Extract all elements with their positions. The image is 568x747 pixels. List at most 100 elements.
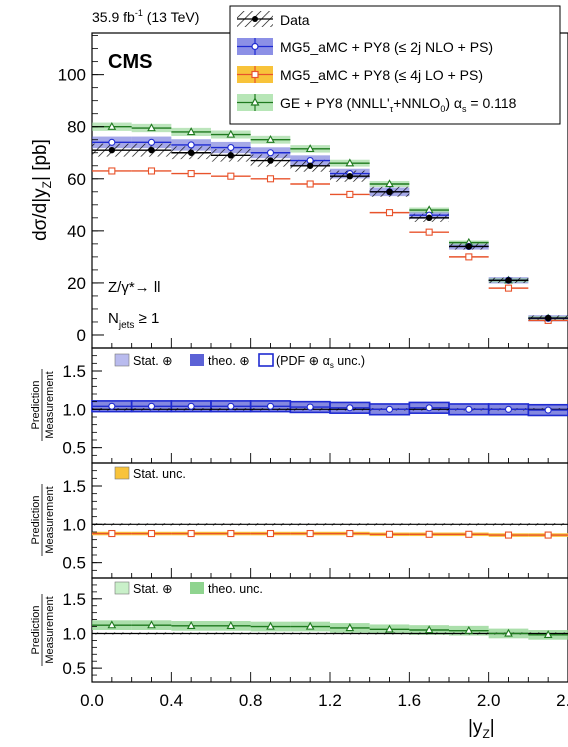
legend-entry-ge: GE + PY8 (NNLL'τ+NNLO0) αs = 0.118 [237, 94, 517, 114]
data-point [386, 188, 393, 196]
legend: Data MG5_aMC + PY8 (≤ 2j NLO + PS) MG5_a… [229, 5, 561, 125]
ratio-ge-point [504, 628, 513, 637]
lo-point [385, 209, 394, 217]
ratio-ge-theo-swatch [190, 582, 204, 594]
ratio-nlo-legend: Stat. ⊕ theo. ⊕ (PDF ⊕ αs unc.) [114, 353, 365, 370]
ratio-nlo-point [544, 406, 552, 414]
lo-point [346, 190, 354, 198]
ratio-nlo-stat-swatch [114, 353, 130, 367]
nlo-point [108, 138, 116, 146]
ratio-lo-y-numerator: Prediction [30, 496, 42, 545]
ratio-ge-point [186, 621, 196, 629]
ratio-nlo-point [108, 402, 116, 410]
ratio-nlo-point [227, 402, 235, 410]
data-point [306, 162, 314, 169]
ratio-lo-y-denominator: Measurement [44, 486, 56, 553]
data-point [108, 146, 116, 154]
main-y-axis-label: dσ/d|yZ| [pb] [30, 139, 54, 241]
ratio-lo-stat-label: Stat. unc. [133, 467, 186, 481]
nlo-point [147, 138, 156, 146]
lo-point [306, 180, 314, 188]
ratio-nlo-point [385, 405, 394, 413]
ratio-lo-point [187, 529, 195, 538]
data-point [505, 277, 512, 284]
ratio-lo-point [306, 529, 314, 538]
lo-point [465, 253, 473, 261]
ratio-lo-ytick-label: 1.0 [62, 515, 86, 534]
lo-point [147, 167, 156, 175]
ratio-nlo-theo-swatch [190, 354, 204, 366]
ratio-ge-y-numerator: Prediction [30, 606, 42, 655]
nlo-point [187, 141, 195, 149]
ratio-ge-point [464, 625, 474, 634]
ratio-lo-point [227, 529, 235, 538]
ratio-nlo-pdf-swatch [258, 353, 274, 367]
xtick-label: 0.4 [160, 691, 184, 710]
legend-ge-label: GE + PY8 (NNLL'τ+NNLO0) αs = 0.118 [280, 95, 517, 114]
ratio-lo-plot [92, 523, 568, 539]
ratio-nlo-ytick-label: 1.0 [62, 400, 86, 419]
ratio-ge-plot [92, 620, 568, 640]
data-point [187, 149, 195, 156]
nlo-point [266, 149, 275, 157]
data-point [544, 314, 552, 322]
ratio-nlo-point [425, 404, 433, 412]
ge-point [266, 134, 275, 143]
ratio-nlo-point [147, 402, 156, 410]
lumi-label: 35.9 fb-1 (13 TeV) [92, 8, 199, 25]
main-ytick-label: 40 [67, 222, 86, 241]
data-point [465, 243, 473, 250]
legend-data-marker [252, 16, 258, 22]
legend-nlo-marker [251, 42, 259, 51]
ratio-ge-point [345, 623, 355, 632]
xtick-label: 2.0 [477, 691, 501, 710]
ratio-lo-point [266, 529, 275, 538]
lo-point [504, 284, 513, 292]
data-point [148, 146, 155, 154]
ge-point [305, 144, 315, 152]
ratio-lo-point [385, 530, 394, 538]
ratio-ge-point [424, 625, 434, 634]
ratio-ge-point [107, 620, 117, 629]
ratio-nlo-y-axis-label: Prediction Measurement [30, 369, 56, 441]
ratio-lo-point [504, 531, 513, 539]
xtick-label: 1.2 [318, 691, 342, 710]
legend-data-label: Data [280, 12, 310, 28]
lo-point [108, 167, 116, 175]
main-ytick-label: 80 [67, 118, 86, 137]
lo-point [425, 228, 433, 236]
legend-ge-marker [250, 97, 260, 106]
ratio-lo-point [346, 529, 354, 538]
xtick-label: 0.0 [80, 691, 104, 710]
ratio-ge-ytick-label: 1.5 [62, 590, 86, 609]
ratio-nlo-theo-label: theo. ⊕ [208, 354, 250, 368]
lo-point [266, 175, 275, 183]
legend-entry-lo: MG5_aMC + PY8 (≤ 4j LO + PS) [237, 66, 483, 83]
ge-point [226, 129, 236, 138]
process-label: Z/γ*→ ll [108, 279, 161, 296]
ratio-nlo-point [187, 402, 195, 410]
main-ytick-label: 100 [58, 66, 86, 85]
ratio-ge-point [226, 621, 236, 629]
ratio-nlo-plot [91, 400, 568, 417]
ge-point [385, 179, 394, 188]
ge-point [107, 121, 117, 130]
ratio-lo-y-axis-label: Prediction Measurement [30, 484, 56, 556]
ratio-nlo-point [504, 405, 513, 413]
main-ytick-label: 60 [67, 170, 86, 189]
ge-point [345, 158, 355, 167]
ratio-nlo-y-denominator: Measurement [44, 371, 56, 438]
experiment-label: CMS [108, 51, 152, 73]
ratio-nlo-point [306, 403, 314, 411]
legend-lo-label: MG5_aMC + PY8 (≤ 4j LO + PS) [280, 67, 483, 83]
ratio-nlo-ytick-label: 0.5 [62, 439, 86, 458]
ratio-ge-point [543, 630, 553, 639]
ratio-nlo-point [465, 405, 473, 413]
ratio-nlo-y-numerator: Prediction [30, 381, 42, 430]
ratio-lo-point [544, 531, 552, 539]
x-axis-label: |yZ| [468, 717, 495, 741]
ratio-ge-stat-label: Stat. ⊕ [133, 582, 173, 596]
legend-nlo-label: MG5_aMC + PY8 (≤ 2j NLO + PS) [280, 39, 493, 55]
main-plot [92, 121, 568, 324]
